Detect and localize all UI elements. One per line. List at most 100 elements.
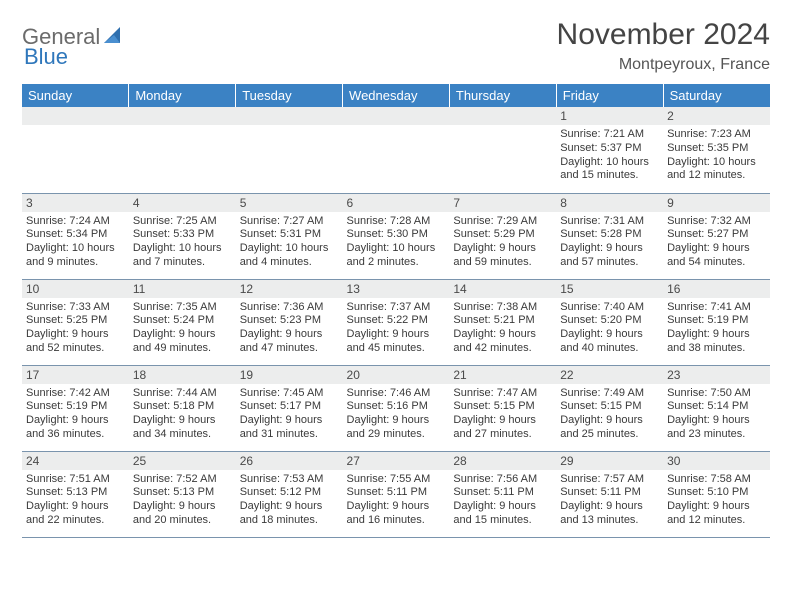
day-info: Sunrise: 7:41 AMSunset: 5:19 PMDaylight:…: [667, 301, 766, 356]
day-number: 9: [663, 194, 770, 212]
calendar-day-cell: 23 Sunrise: 7:50 AMSunset: 5:14 PMDayligh…: [663, 365, 770, 451]
day-sunset: Sunset: 5:33 PM: [133, 228, 232, 242]
day-sunrise: Sunrise: 7:21 AM: [560, 128, 659, 142]
calendar-day-cell: 8Sunrise: 7:31 AMSunset: 5:28 PMDaylight…: [556, 193, 663, 279]
day-daylight2: and 47 minutes.: [240, 342, 339, 356]
day-number: 19: [236, 366, 343, 384]
calendar-day-cell: 22Sunrise: 7:49 AMSunset: 5:15 PMDayligh…: [556, 365, 663, 451]
day-daylight1: Daylight: 9 hours: [26, 328, 125, 342]
day-sunset: Sunset: 5:30 PM: [347, 228, 446, 242]
calendar-day-cell: [129, 107, 236, 193]
calendar-day-cell: 29Sunrise: 7:57 AMSunset: 5:11 PMDayligh…: [556, 451, 663, 537]
calendar-day-cell: [236, 107, 343, 193]
day-number: 13: [343, 280, 450, 298]
day-info: Sunrise: 7:36 AMSunset: 5:23 PMDaylight:…: [240, 301, 339, 356]
day-number: [449, 107, 556, 125]
day-sunset: Sunset: 5:35 PM: [667, 142, 766, 156]
day-number: 5: [236, 194, 343, 212]
day-daylight1: Daylight: 9 hours: [667, 328, 766, 342]
day-info: Sunrise: 7:38 AMSunset: 5:21 PMDaylight:…: [453, 301, 552, 356]
day-daylight2: and 42 minutes.: [453, 342, 552, 356]
calendar-day-cell: 15 Sunrise: 7:40 AMSunset: 5:20 PMDayligh…: [556, 279, 663, 365]
calendar-day-cell: 6Sunrise: 7:28 AMSunset: 5:30 PMDaylight…: [343, 193, 450, 279]
day-sunrise: Sunrise: 7:41 AM: [667, 301, 766, 315]
calendar-day-cell: 25Sunrise: 7:52 AMSunset: 5:13 PMDayligh…: [129, 451, 236, 537]
day-daylight2: and 13 minutes.: [560, 514, 659, 528]
day-number: 23: [663, 366, 770, 384]
day-sunrise: Sunrise: 7:53 AM: [240, 473, 339, 487]
day-sunset: Sunset: 5:16 PM: [347, 400, 446, 414]
day-sunset: Sunset: 5:13 PM: [133, 486, 232, 500]
day-sunset: Sunset: 5:24 PM: [133, 314, 232, 328]
day-daylight2: and 40 minutes.: [560, 342, 659, 356]
day-number: [129, 107, 236, 125]
day-daylight1: Daylight: 10 hours: [347, 242, 446, 256]
title-block: November 2024 Montpeyroux, France: [557, 18, 770, 74]
day-daylight1: Daylight: 9 hours: [560, 500, 659, 514]
calendar-day-cell: 18Sunrise: 7:44 AMSunset: 5:18 PMDayligh…: [129, 365, 236, 451]
day-daylight1: Daylight: 9 hours: [133, 328, 232, 342]
calendar-table: Sunday Monday Tuesday Wednesday Thursday…: [22, 84, 770, 538]
calendar-day-cell: [343, 107, 450, 193]
day-info: Sunrise: 7:46 AMSunset: 5:16 PMDaylight:…: [347, 387, 446, 442]
day-sunset: Sunset: 5:37 PM: [560, 142, 659, 156]
calendar-day-cell: 30Sunrise: 7:58 AMSunset: 5:10 PMDayligh…: [663, 451, 770, 537]
day-sunset: Sunset: 5:28 PM: [560, 228, 659, 242]
brand-word-2: Blue: [24, 44, 68, 69]
day-sunrise: Sunrise: 7:38 AM: [453, 301, 552, 315]
day-sunset: Sunset: 5:18 PM: [133, 400, 232, 414]
weekday-heading: Friday: [556, 84, 663, 107]
day-sunrise: Sunrise: 7:45 AM: [240, 387, 339, 401]
day-daylight2: and 12 minutes.: [667, 514, 766, 528]
day-info: Sunrise: 7:25 AMSunset: 5:33 PMDaylight:…: [133, 215, 232, 270]
day-daylight2: and 2 minutes.: [347, 256, 446, 270]
day-info: Sunrise: 7:47 AMSunset: 5:15 PMDaylight:…: [453, 387, 552, 442]
calendar-weekday-header: Sunday Monday Tuesday Wednesday Thursday…: [22, 84, 770, 107]
day-info: Sunrise: 7:40 AMSunset: 5:20 PMDaylight:…: [560, 301, 659, 356]
day-daylight2: and 36 minutes.: [26, 428, 125, 442]
day-daylight1: Daylight: 9 hours: [133, 414, 232, 428]
day-number: 26: [236, 452, 343, 470]
day-info: Sunrise: 7:55 AMSunset: 5:11 PMDaylight:…: [347, 473, 446, 528]
day-sunrise: Sunrise: 7:57 AM: [560, 473, 659, 487]
day-sunrise: Sunrise: 7:55 AM: [347, 473, 446, 487]
day-info: Sunrise: 7:35 AMSunset: 5:24 PMDaylight:…: [133, 301, 232, 356]
day-daylight1: Daylight: 9 hours: [26, 414, 125, 428]
weekday-heading: Saturday: [663, 84, 770, 107]
day-sunset: Sunset: 5:22 PM: [347, 314, 446, 328]
calendar-day-cell: 13Sunrise: 7:37 AMSunset: 5:22 PMDayligh…: [343, 279, 450, 365]
day-info: Sunrise: 7:57 AMSunset: 5:11 PMDaylight:…: [560, 473, 659, 528]
day-sunrise: Sunrise: 7:33 AM: [26, 301, 125, 315]
calendar-day-cell: 7Sunrise: 7:29 AMSunset: 5:29 PMDaylight…: [449, 193, 556, 279]
day-info: Sunrise: 7:23 AMSunset: 5:35 PMDaylight:…: [667, 128, 766, 183]
day-number: 15: [556, 280, 663, 298]
day-sunset: Sunset: 5:10 PM: [667, 486, 766, 500]
day-daylight1: Daylight: 9 hours: [667, 414, 766, 428]
day-daylight1: Daylight: 9 hours: [240, 328, 339, 342]
day-sunrise: Sunrise: 7:56 AM: [453, 473, 552, 487]
day-number: 8: [556, 194, 663, 212]
day-sunset: Sunset: 5:12 PM: [240, 486, 339, 500]
day-sunrise: Sunrise: 7:37 AM: [347, 301, 446, 315]
day-number: 21: [449, 366, 556, 384]
day-daylight2: and 59 minutes.: [453, 256, 552, 270]
day-sunrise: Sunrise: 7:25 AM: [133, 215, 232, 229]
calendar-week-row: 17Sunrise: 7:42 AMSunset: 5:19 PMDayligh…: [22, 365, 770, 451]
day-daylight1: Daylight: 9 hours: [347, 500, 446, 514]
day-sunrise: Sunrise: 7:32 AM: [667, 215, 766, 229]
calendar-page: General November 2024 Montpeyroux, Franc…: [0, 0, 792, 548]
day-number: 25: [129, 452, 236, 470]
day-sunset: Sunset: 5:11 PM: [347, 486, 446, 500]
calendar-day-cell: 2Sunrise: 7:23 AMSunset: 5:35 PMDaylight…: [663, 107, 770, 193]
day-daylight2: and 15 minutes.: [560, 169, 659, 183]
day-info: Sunrise: 7:50 AMSunset: 5:14 PMDaylight:…: [667, 387, 766, 442]
weekday-heading: Tuesday: [236, 84, 343, 107]
day-daylight1: Daylight: 9 hours: [560, 242, 659, 256]
day-sunset: Sunset: 5:11 PM: [453, 486, 552, 500]
calendar-day-cell: 9Sunrise: 7:32 AMSunset: 5:27 PMDaylight…: [663, 193, 770, 279]
day-daylight2: and 20 minutes.: [133, 514, 232, 528]
day-sunset: Sunset: 5:15 PM: [453, 400, 552, 414]
day-number: 20: [343, 366, 450, 384]
calendar-week-row: 1Sunrise: 7:21 AMSunset: 5:37 PMDaylight…: [22, 107, 770, 193]
day-sunrise: Sunrise: 7:47 AM: [453, 387, 552, 401]
